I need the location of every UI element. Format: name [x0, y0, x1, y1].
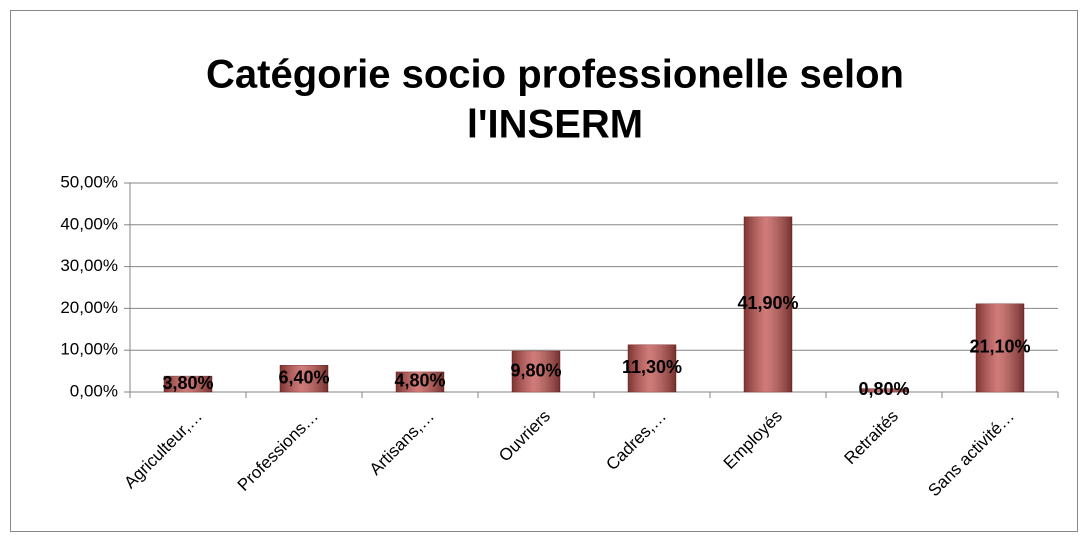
value-label: 4,80%	[394, 371, 445, 391]
y-tick-label: 0,00%	[70, 381, 118, 400]
y-tick-label: 50,00%	[60, 172, 118, 191]
bar-shade	[860, 388, 908, 392]
y-tick-label: 30,00%	[60, 256, 118, 275]
value-label: 6,40%	[278, 367, 329, 387]
y-tick-label: 20,00%	[60, 298, 118, 317]
y-tick-label: 10,00%	[60, 340, 118, 359]
value-label: 11,30%	[622, 357, 682, 377]
chart-border	[10, 10, 1078, 532]
bar-shade	[744, 216, 792, 392]
chart-title: l'INSERM	[467, 103, 643, 147]
bar-shade	[512, 351, 560, 392]
bar-shade	[976, 303, 1024, 392]
bar-shade	[628, 344, 676, 392]
value-label: 21,10%	[969, 337, 1030, 357]
bar-shade	[164, 376, 212, 392]
value-label: 3,80%	[162, 373, 213, 393]
chart-title: Catégorie socio professionelle selon	[206, 53, 904, 97]
value-label: 0,80%	[858, 379, 909, 399]
bar-shade	[280, 365, 328, 392]
y-tick-label: 40,00%	[60, 214, 118, 233]
bar-shade	[396, 371, 444, 392]
value-label: 9,80%	[510, 360, 561, 380]
value-label: 41,90%	[737, 293, 798, 313]
